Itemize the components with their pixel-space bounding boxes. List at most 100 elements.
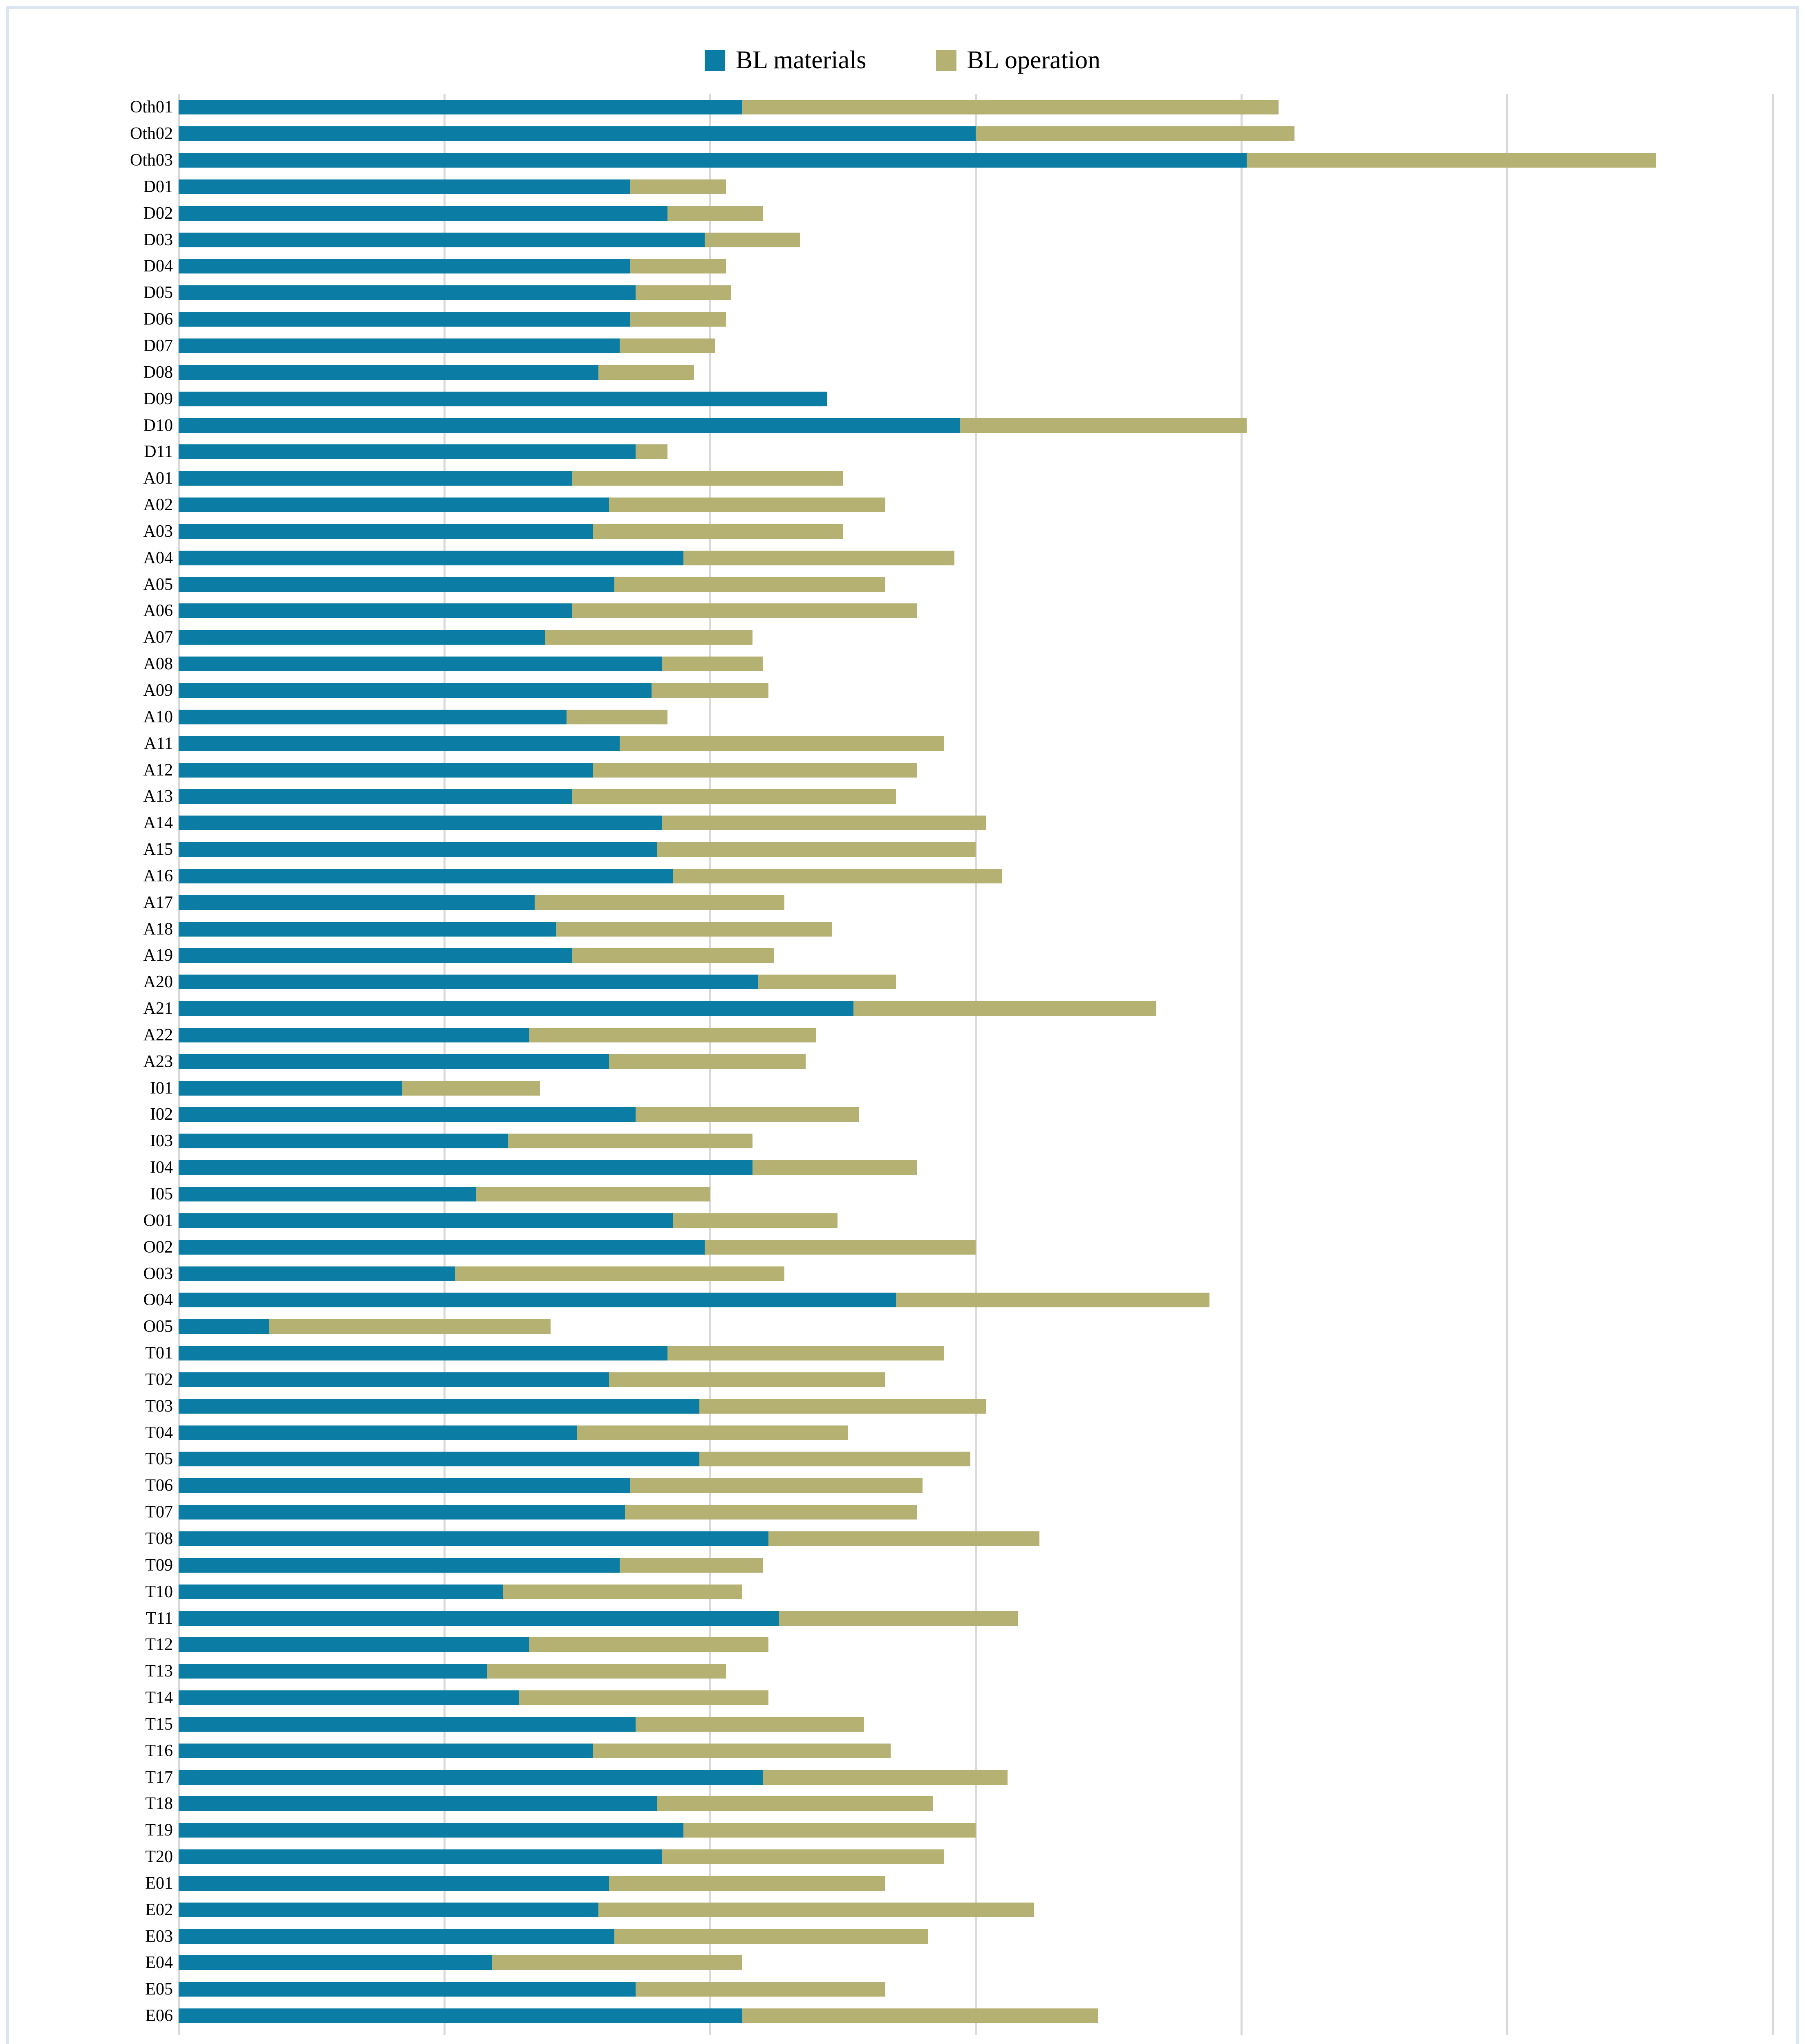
bl-materials-segment [179,895,535,910]
bar-row: A14 [0,810,1805,836]
bar-track [179,498,1773,513]
bl-operation-segment [529,1027,816,1042]
bl-operation-segment [705,1239,976,1255]
bar-row: T14 [0,1685,1805,1711]
bl-materials-segment [179,1531,768,1546]
category-label: T07 [145,1503,173,1522]
category-label: I03 [150,1132,173,1151]
bl-operation-segment [572,471,843,486]
bar-track [179,842,1773,857]
bl-operation-segment [742,2008,1098,2024]
bar-row: I05 [0,1181,1805,1208]
category-label: A01 [143,469,173,488]
bar-row: O02 [0,1234,1805,1260]
category-label: T10 [145,1582,173,1601]
bar-track [179,736,1773,751]
bar-row: A11 [0,730,1805,757]
category-label: T19 [145,1821,173,1840]
bl-materials-segment [179,1266,455,1281]
bar-row: D03 [0,226,1805,253]
bl-operation-segment [636,285,731,300]
bar-row: T16 [0,1737,1805,1764]
bl-materials-segment [179,338,620,354]
bar-row: T10 [0,1578,1805,1605]
category-label: D06 [143,310,173,329]
bar-row: D06 [0,306,1805,333]
bar-track [179,1187,1773,1202]
category-label: A16 [143,866,173,885]
bar-row: A22 [0,1022,1805,1049]
bl-operation-segment [625,1505,917,1520]
bar-track [179,1134,1773,1149]
bl-operation-segment [752,1160,917,1175]
bar-track [179,1160,1773,1175]
bl-operation-segment [598,1902,1034,1917]
category-label: D04 [143,257,173,276]
bl-operation-segment [853,1001,1156,1016]
bl-materials-segment [179,1611,779,1626]
bl-materials-swatch-icon [704,50,725,71]
bar-row: D08 [0,359,1805,385]
bar-row: A19 [0,942,1805,969]
bl-materials-segment [179,789,572,804]
category-label: Oth01 [130,98,173,117]
category-label: A03 [143,522,173,541]
bar-track [179,550,1773,565]
bar-track [179,1823,1773,1838]
bl-operation-segment [455,1266,784,1281]
bl-operation-segment [620,1558,763,1573]
legend-label-bl-materials: BL materials [735,46,867,74]
category-label: T16 [145,1741,173,1760]
bar-track [179,1531,1773,1546]
bl-operation-segment [976,126,1294,141]
bar-row: D04 [0,253,1805,280]
bar-track [179,762,1773,778]
bl-operation-segment [577,1425,848,1440]
bar-track [179,1213,1773,1228]
bar-row: O04 [0,1287,1805,1313]
bl-materials-segment [179,1160,752,1175]
bar-row: D11 [0,439,1805,465]
bar-track [179,895,1773,910]
category-label: A12 [143,760,173,780]
bl-materials-segment [179,975,758,990]
bl-operation-segment [630,312,726,327]
category-label: T09 [145,1555,173,1575]
bl-materials-segment [179,1134,508,1149]
bl-materials-segment [179,657,662,672]
bl-operation-segment [609,498,885,513]
bar-row: O05 [0,1313,1805,1340]
bl-operation-segment [636,444,667,459]
bl-materials-segment [179,498,609,513]
bar-row: A03 [0,518,1805,545]
bar-row: Oth02 [0,121,1805,147]
bl-operation-segment [476,1187,710,1202]
bar-row: A02 [0,492,1805,518]
bl-materials-segment [179,179,630,194]
bar-track [179,1319,1773,1334]
bl-operation-segment [593,524,843,539]
bl-materials-segment [179,1955,492,1970]
bar-row: Oth03 [0,147,1805,174]
chart-legend: BL materials BL operation [0,46,1805,75]
category-label: A23 [143,1052,173,1071]
bar-track [179,153,1773,168]
bl-materials-segment [179,630,545,645]
bl-materials-segment [179,1849,662,1865]
bar-track [179,1372,1773,1387]
category-label: E06 [145,2006,173,2026]
bar-track [179,1743,1773,1758]
bar-track [179,471,1773,486]
bar-row: T12 [0,1632,1805,1658]
bar-track [179,285,1773,300]
bar-row: A04 [0,545,1805,571]
bar-track [179,1770,1773,1785]
bl-materials-segment [179,444,636,459]
bl-materials-segment [179,126,976,141]
category-label: T12 [145,1635,173,1654]
category-label: O02 [143,1237,173,1257]
bl-materials-segment [179,1213,673,1228]
category-label: E02 [145,1900,173,1919]
bar-track [179,1001,1773,1016]
category-label: I01 [150,1078,173,1098]
